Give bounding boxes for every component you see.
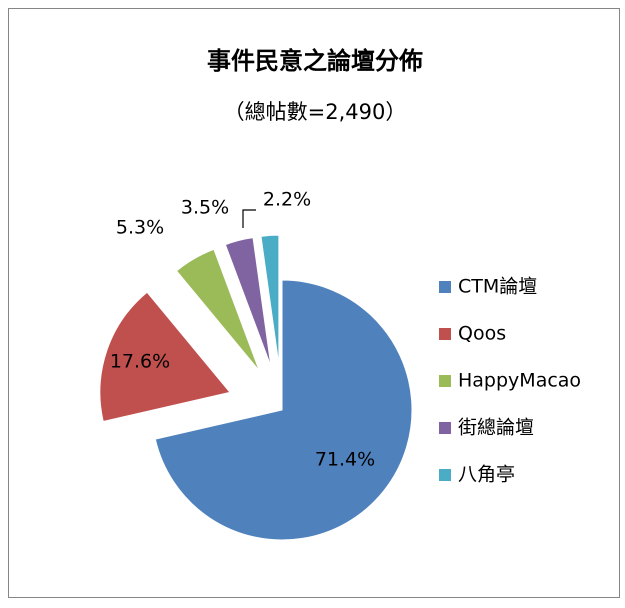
data-label: 17.6% — [110, 351, 170, 373]
legend-swatch — [439, 422, 451, 434]
legend-swatch — [439, 328, 451, 340]
legend-swatch — [439, 469, 451, 481]
legend-label: CTM論壇 — [458, 276, 537, 298]
data-label: 71.4% — [315, 449, 375, 471]
data-label: 5.3% — [116, 217, 164, 239]
legend-label: 八角亭 — [458, 464, 515, 486]
leader-line — [242, 209, 256, 228]
pie-slice — [175, 248, 260, 372]
legend-label: Qoos — [458, 323, 506, 345]
legend-swatch — [439, 281, 451, 293]
pie-slice — [224, 237, 272, 367]
pie-slice — [99, 291, 231, 423]
legend-swatch — [439, 375, 451, 387]
chart-title: 事件民意之論壇分佈 — [207, 47, 423, 75]
chart-subtitle: （總帖數=2,490） — [224, 100, 407, 124]
legend-label: HappyMacao — [458, 370, 581, 392]
data-label: 3.5% — [181, 197, 229, 219]
pie-slice — [154, 279, 413, 541]
legend-label: 街總論壇 — [458, 417, 534, 439]
data-label: 2.2% — [263, 189, 311, 211]
pie-slice — [260, 234, 280, 366]
